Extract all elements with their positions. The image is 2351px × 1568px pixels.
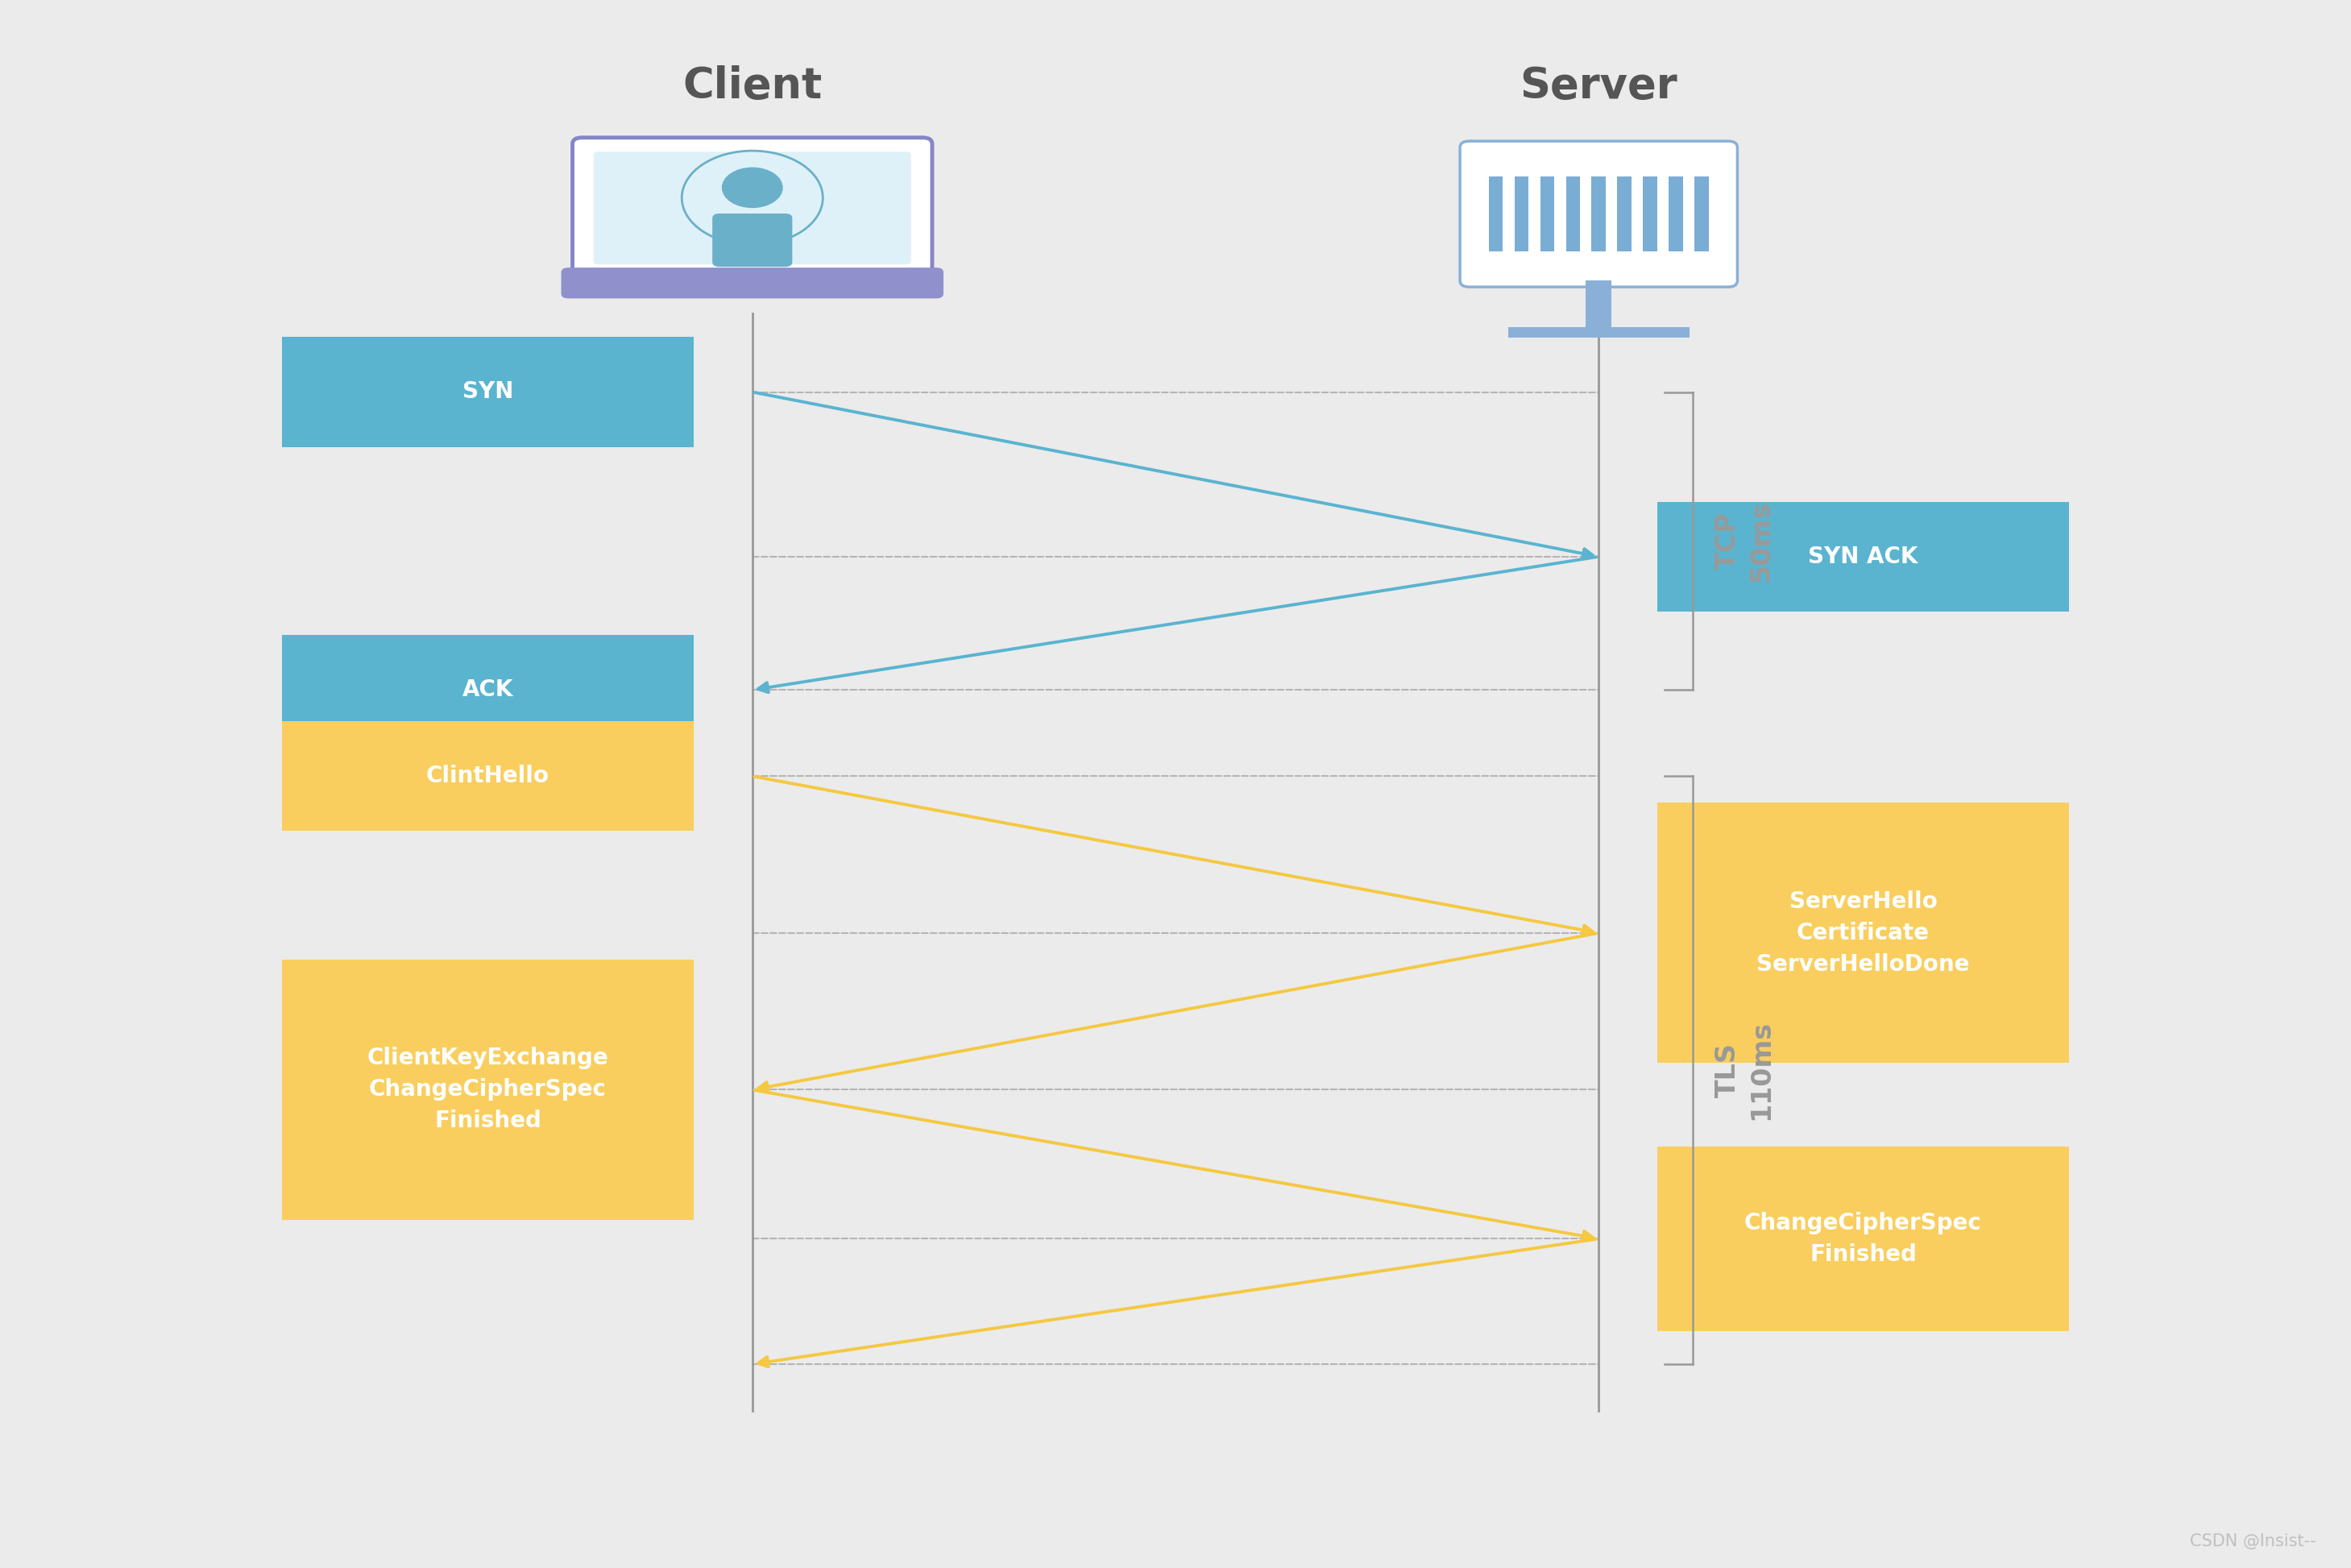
Bar [1587,281,1613,328]
FancyBboxPatch shape [592,152,910,265]
Bar [1643,177,1657,251]
FancyBboxPatch shape [282,960,694,1220]
Text: CSDN @Insist--: CSDN @Insist-- [2189,1534,2316,1549]
FancyBboxPatch shape [1657,502,2069,612]
FancyBboxPatch shape [1657,803,2069,1063]
Text: ServerHello
Certificate
ServerHelloDone: ServerHello Certificate ServerHelloDone [1756,891,1970,975]
Bar [1617,177,1632,251]
Bar [1509,328,1688,339]
Bar [1592,177,1606,251]
Circle shape [722,168,783,209]
Text: ClientKeyExchange
ChangeCipherSpec
Finished: ClientKeyExchange ChangeCipherSpec Finis… [367,1047,609,1132]
FancyBboxPatch shape [1657,1146,2069,1331]
Text: Client: Client [682,66,823,107]
Text: TLS
110ms: TLS 110ms [1714,1021,1775,1120]
Text: ClintHello: ClintHello [426,765,550,787]
Text: Server: Server [1519,66,1679,107]
Bar [1566,177,1580,251]
Text: ACK: ACK [463,679,513,701]
Bar [1514,177,1528,251]
FancyBboxPatch shape [1460,141,1737,287]
FancyBboxPatch shape [562,268,943,298]
Text: SYN ACK: SYN ACK [1808,546,1918,568]
Bar [1669,177,1683,251]
Text: ChangeCipherSpec
Finished: ChangeCipherSpec Finished [1744,1212,1982,1265]
Text: SYN: SYN [463,381,513,403]
Bar [1488,177,1502,251]
FancyBboxPatch shape [282,635,694,745]
FancyBboxPatch shape [574,138,931,279]
Text: TCP
50ms: TCP 50ms [1714,500,1775,582]
FancyBboxPatch shape [712,213,792,267]
Bar [1540,177,1554,251]
FancyBboxPatch shape [282,721,694,831]
FancyBboxPatch shape [282,337,694,447]
Bar [1695,177,1709,251]
